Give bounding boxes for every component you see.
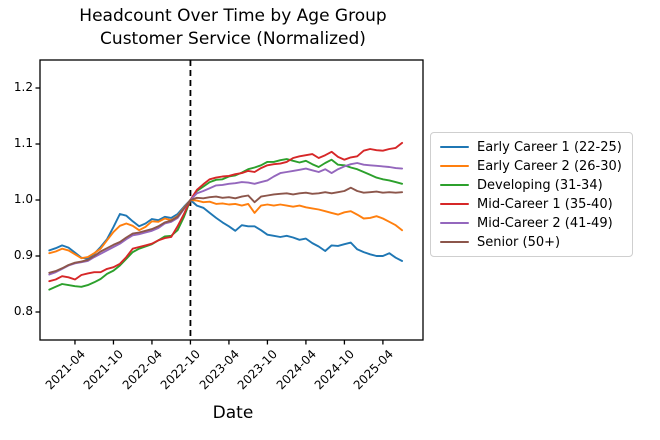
legend-label: Senior (50+) (477, 234, 561, 250)
series-line-mid-career-2-41-49 (48, 162, 404, 276)
series-line-early-career-2-26-30 (48, 199, 404, 260)
legend-item: Early Career 1 (22-25) (440, 139, 622, 155)
legend-line-swatch (440, 183, 469, 187)
series-line-developing-31-34 (48, 158, 404, 291)
y-tick-label: 1.2 (13, 80, 33, 94)
series-line-senior-50 (48, 186, 404, 274)
legend-label: Early Career 2 (26-30) (477, 158, 622, 174)
legend-label: Mid-Career 1 (35-40) (477, 196, 613, 212)
legend-label: Mid-Career 2 (41-49) (477, 215, 613, 231)
legend-label: Developing (31-34) (477, 177, 603, 193)
legend-line-swatch (440, 240, 469, 244)
series-line-early-career-1-22-25 (48, 199, 404, 262)
plot-frame (39, 59, 424, 341)
legend-line-swatch (440, 202, 469, 206)
legend-item: Developing (31-34) (440, 177, 622, 193)
y-tick-label: 0.9 (13, 248, 33, 262)
legend-line-swatch (440, 164, 469, 168)
legend-item: Mid-Career 1 (35-40) (440, 196, 622, 212)
y-tick-label: 0.8 (13, 304, 33, 318)
legend-item: Mid-Career 2 (41-49) (440, 215, 622, 231)
chart-title-line2: Customer Service (Normalized) (100, 29, 366, 49)
legend-line-swatch (440, 145, 469, 149)
chart-title: Headcount Over Time by Age Group Custome… (38, 5, 428, 51)
series-line-mid-career-1-35-40 (48, 141, 404, 283)
y-tick-label: 1.0 (13, 192, 33, 206)
legend: Early Career 1 (22-25) Early Career 2 (26… (430, 132, 633, 257)
legend-label: Early Career 1 (22-25) (477, 139, 622, 155)
y-tick-label: 1.1 (13, 136, 33, 150)
legend-item: Senior (50+) (440, 234, 622, 250)
legend-line-swatch (440, 221, 469, 225)
chart-title-line1: Headcount Over Time by Age Group (79, 6, 387, 26)
legend-item: Early Career 2 (26-30) (440, 158, 622, 174)
x-axis-label: Date (212, 403, 254, 423)
